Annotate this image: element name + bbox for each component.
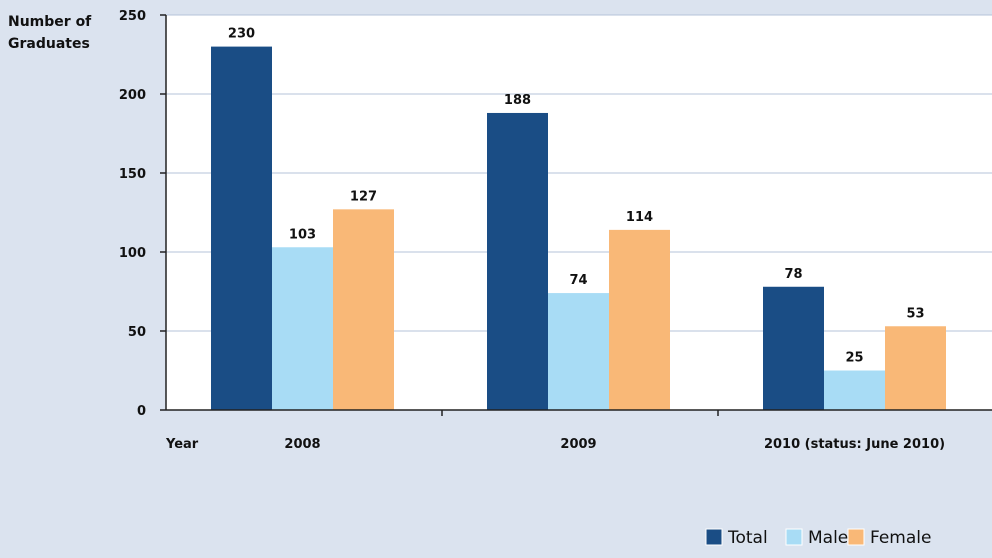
bar-male-2 — [824, 370, 885, 410]
bar-female-0 — [333, 209, 394, 410]
data-label: 103 — [289, 227, 316, 242]
y-tick-label: 150 — [119, 167, 146, 182]
data-label: 53 — [906, 306, 924, 321]
y-axis-label-line-1: Number of — [8, 14, 92, 30]
bar-male-1 — [548, 293, 609, 410]
legend-swatch-male — [785, 528, 803, 546]
x-category-label: 2008 — [284, 437, 320, 452]
bar-female-1 — [609, 229, 670, 410]
data-label: 25 — [845, 351, 863, 366]
legend-swatch-total — [705, 528, 723, 546]
legend-label-female: Female — [870, 528, 931, 548]
labels: Number of Graduates Year — [8, 14, 199, 452]
bar-total-2 — [763, 286, 824, 410]
x-category-label: 2009 — [560, 437, 596, 452]
y-axis-label-line-2: Graduates — [8, 36, 90, 52]
bar-female-2 — [885, 326, 946, 410]
legend-swatch-female — [847, 528, 865, 546]
x-category-label: 2010 (status: June 2010) — [764, 437, 945, 452]
bars: 230 103 127 188 74 114 78 25 53 — [211, 27, 946, 411]
y-tick-label: 250 — [119, 9, 146, 24]
y-tick-label: 50 — [128, 325, 146, 340]
data-label: 78 — [784, 267, 802, 282]
data-label: 230 — [228, 27, 255, 42]
x-axis-label: Year — [165, 437, 199, 452]
y-tick-label: 200 — [119, 88, 146, 103]
y-tick-label: 100 — [119, 246, 146, 261]
y-tick-label: 0 — [137, 404, 146, 419]
data-label: 114 — [626, 210, 653, 225]
axes: 0 50 100 150 200 250 2008 2009 2010 (status: Jun… — [119, 9, 992, 452]
bar-total-0 — [211, 46, 272, 410]
data-label: 127 — [350, 189, 377, 204]
legend-label-total: Total — [727, 528, 768, 548]
bar-total-1 — [487, 112, 548, 411]
legend: Total Male Female — [705, 528, 931, 548]
bar-male-0 — [272, 247, 333, 410]
data-label: 74 — [569, 273, 587, 288]
data-label: 188 — [504, 93, 531, 108]
legend-label-male: Male — [808, 528, 848, 548]
